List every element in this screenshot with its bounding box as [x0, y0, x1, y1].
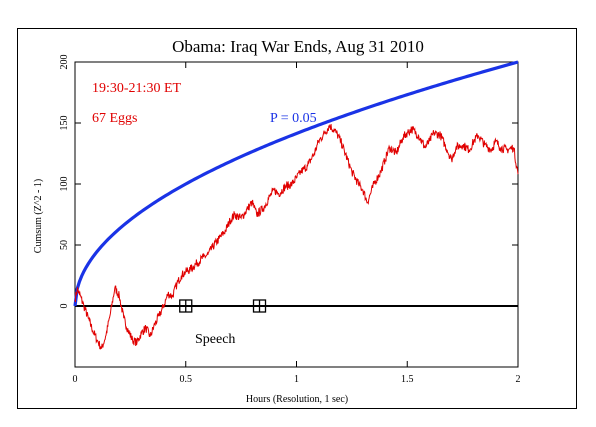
x-tick-label: 2	[516, 374, 521, 385]
y-axis-label: Cumsum (Z^2 - 1)	[33, 179, 44, 253]
y-tick-label: 100	[59, 177, 70, 192]
x-tick-label: 0	[73, 374, 78, 385]
y-tick-label: 150	[59, 116, 70, 131]
event-markers	[179, 299, 267, 313]
x-tick-label: 0.5	[180, 374, 193, 385]
speech-event-marker	[252, 299, 267, 313]
speech-event-marker	[179, 299, 193, 313]
chart-title: Obama: Iraq War Ends, Aug 31 2010	[172, 37, 424, 56]
plot-area	[74, 61, 519, 368]
y-tick-label: 200	[59, 55, 70, 70]
p-005-envelope-line	[73, 60, 519, 307]
x-tick-label: 1	[294, 374, 299, 385]
x-axis-label: Hours (Resolution, 1 sec)	[246, 394, 348, 405]
time-range-annotation: 19:30-21:30 ET	[92, 81, 181, 96]
speech-label: Speech	[195, 332, 235, 347]
p-value-label: P = 0.05	[270, 111, 317, 126]
y-tick-label: 50	[59, 240, 70, 250]
cumsum-series-line	[74, 123, 519, 350]
eggs-annotation: 67 Eggs	[92, 111, 138, 126]
x-tick-label: 1.5	[401, 374, 414, 385]
axis-ticks	[74, 61, 519, 367]
y-tick-label: 0	[59, 304, 70, 309]
axis-tick-labels: 0 0.5 1 1.5 2 0 50 100 150 200	[59, 55, 521, 386]
chart-frame	[17, 28, 577, 409]
